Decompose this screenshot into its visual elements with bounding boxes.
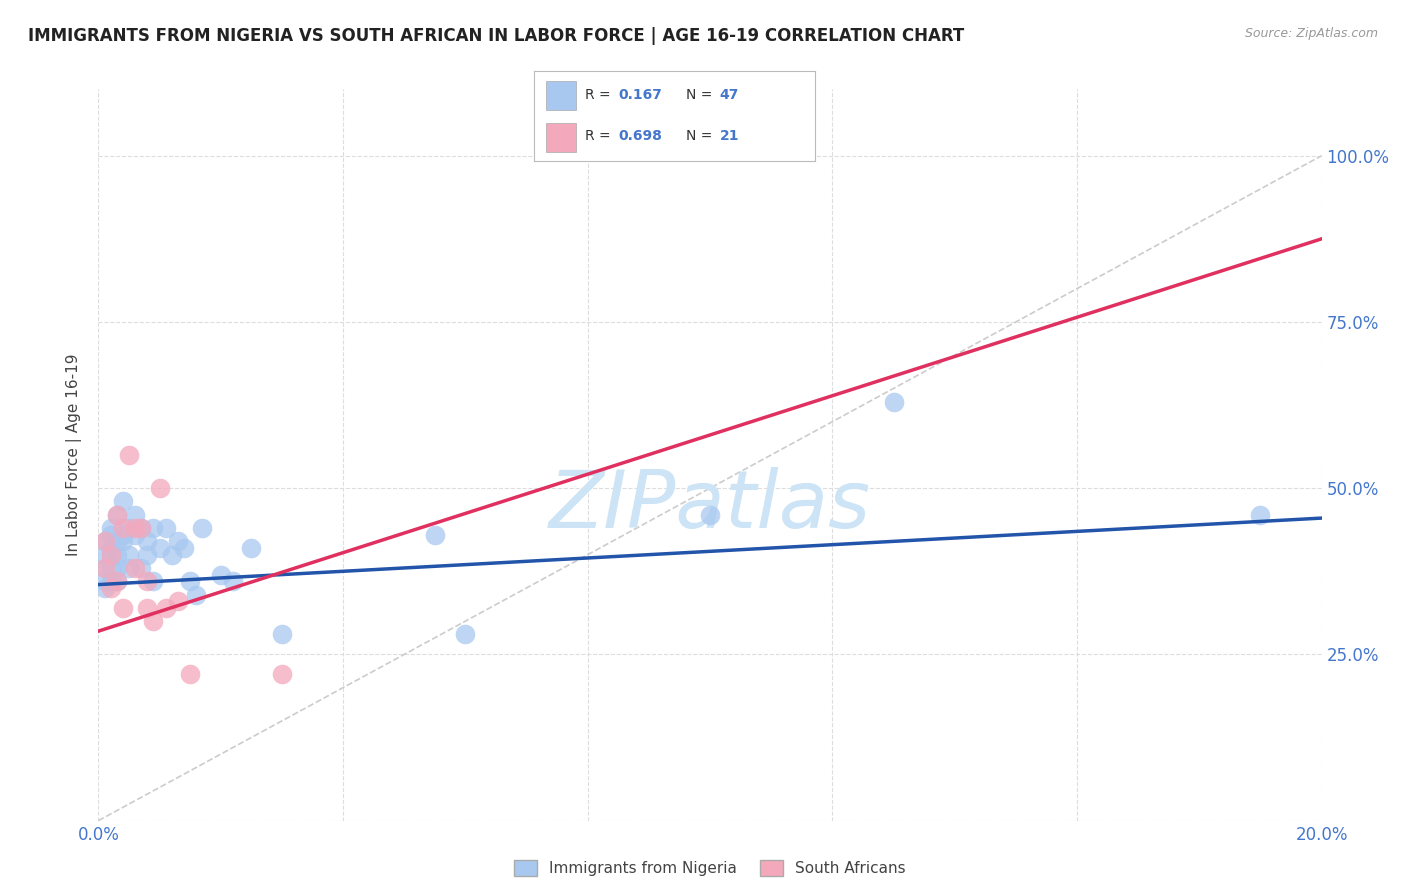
- Point: [100, 561, 122, 575]
- Point: [129, 521, 152, 535]
- Point: [179, 667, 201, 681]
- Point: [240, 541, 263, 555]
- Point: [155, 521, 177, 535]
- Point: [118, 521, 141, 535]
- Point: [136, 574, 159, 589]
- Legend: Immigrants from Nigeria, South Africans: Immigrants from Nigeria, South Africans: [508, 855, 912, 882]
- Text: R =: R =: [585, 88, 614, 103]
- Point: [100, 541, 122, 555]
- Text: 0.698: 0.698: [619, 129, 662, 144]
- Text: N =: N =: [686, 88, 717, 103]
- Text: 0.167: 0.167: [619, 88, 662, 103]
- Point: [270, 667, 292, 681]
- Point: [129, 521, 152, 535]
- Bar: [546, 81, 576, 110]
- Text: Source: ZipAtlas.com: Source: ZipAtlas.com: [1244, 27, 1378, 40]
- Point: [155, 600, 177, 615]
- Point: [111, 600, 134, 615]
- Point: [105, 548, 128, 562]
- Point: [111, 527, 134, 541]
- Point: [100, 574, 122, 589]
- Point: [699, 508, 721, 522]
- Point: [111, 494, 134, 508]
- Point: [1249, 508, 1271, 522]
- Point: [454, 627, 477, 641]
- Point: [209, 567, 232, 582]
- Point: [105, 561, 128, 575]
- Text: 47: 47: [720, 88, 740, 103]
- Point: [142, 521, 165, 535]
- Point: [100, 548, 122, 562]
- Y-axis label: In Labor Force | Age 16-19: In Labor Force | Age 16-19: [66, 353, 83, 557]
- Point: [423, 527, 446, 541]
- Point: [105, 574, 128, 589]
- Point: [100, 581, 122, 595]
- Text: N =: N =: [686, 129, 717, 144]
- Point: [105, 508, 128, 522]
- Point: [100, 521, 122, 535]
- Point: [93, 581, 115, 595]
- Point: [93, 548, 115, 562]
- Point: [136, 548, 159, 562]
- Point: [167, 534, 190, 549]
- Point: [142, 574, 165, 589]
- Point: [100, 527, 122, 541]
- Point: [111, 534, 134, 549]
- Point: [160, 548, 183, 562]
- Point: [118, 548, 141, 562]
- Point: [173, 541, 195, 555]
- Text: IMMIGRANTS FROM NIGERIA VS SOUTH AFRICAN IN LABOR FORCE | AGE 16-19 CORRELATION : IMMIGRANTS FROM NIGERIA VS SOUTH AFRICAN…: [28, 27, 965, 45]
- Point: [222, 574, 245, 589]
- Point: [93, 561, 115, 575]
- Text: ZIPatlas: ZIPatlas: [548, 467, 872, 545]
- Point: [191, 521, 214, 535]
- Point: [270, 627, 292, 641]
- Text: 21: 21: [720, 129, 740, 144]
- Point: [105, 574, 128, 589]
- Bar: [546, 123, 576, 152]
- Point: [124, 527, 146, 541]
- Point: [136, 600, 159, 615]
- Point: [100, 548, 122, 562]
- Point: [142, 614, 165, 628]
- Point: [607, 122, 630, 136]
- Point: [93, 534, 115, 549]
- Point: [111, 521, 134, 535]
- Point: [105, 508, 128, 522]
- Point: [129, 561, 152, 575]
- Point: [167, 594, 190, 608]
- Point: [149, 541, 172, 555]
- Point: [883, 394, 905, 409]
- Point: [118, 561, 141, 575]
- Point: [105, 534, 128, 549]
- Point: [124, 521, 146, 535]
- Point: [136, 534, 159, 549]
- Point: [93, 534, 115, 549]
- Point: [149, 481, 172, 495]
- Point: [93, 574, 115, 589]
- Point: [186, 588, 208, 602]
- Point: [124, 508, 146, 522]
- Point: [93, 561, 115, 575]
- Point: [118, 448, 141, 462]
- Point: [124, 561, 146, 575]
- Point: [179, 574, 201, 589]
- Text: R =: R =: [585, 129, 614, 144]
